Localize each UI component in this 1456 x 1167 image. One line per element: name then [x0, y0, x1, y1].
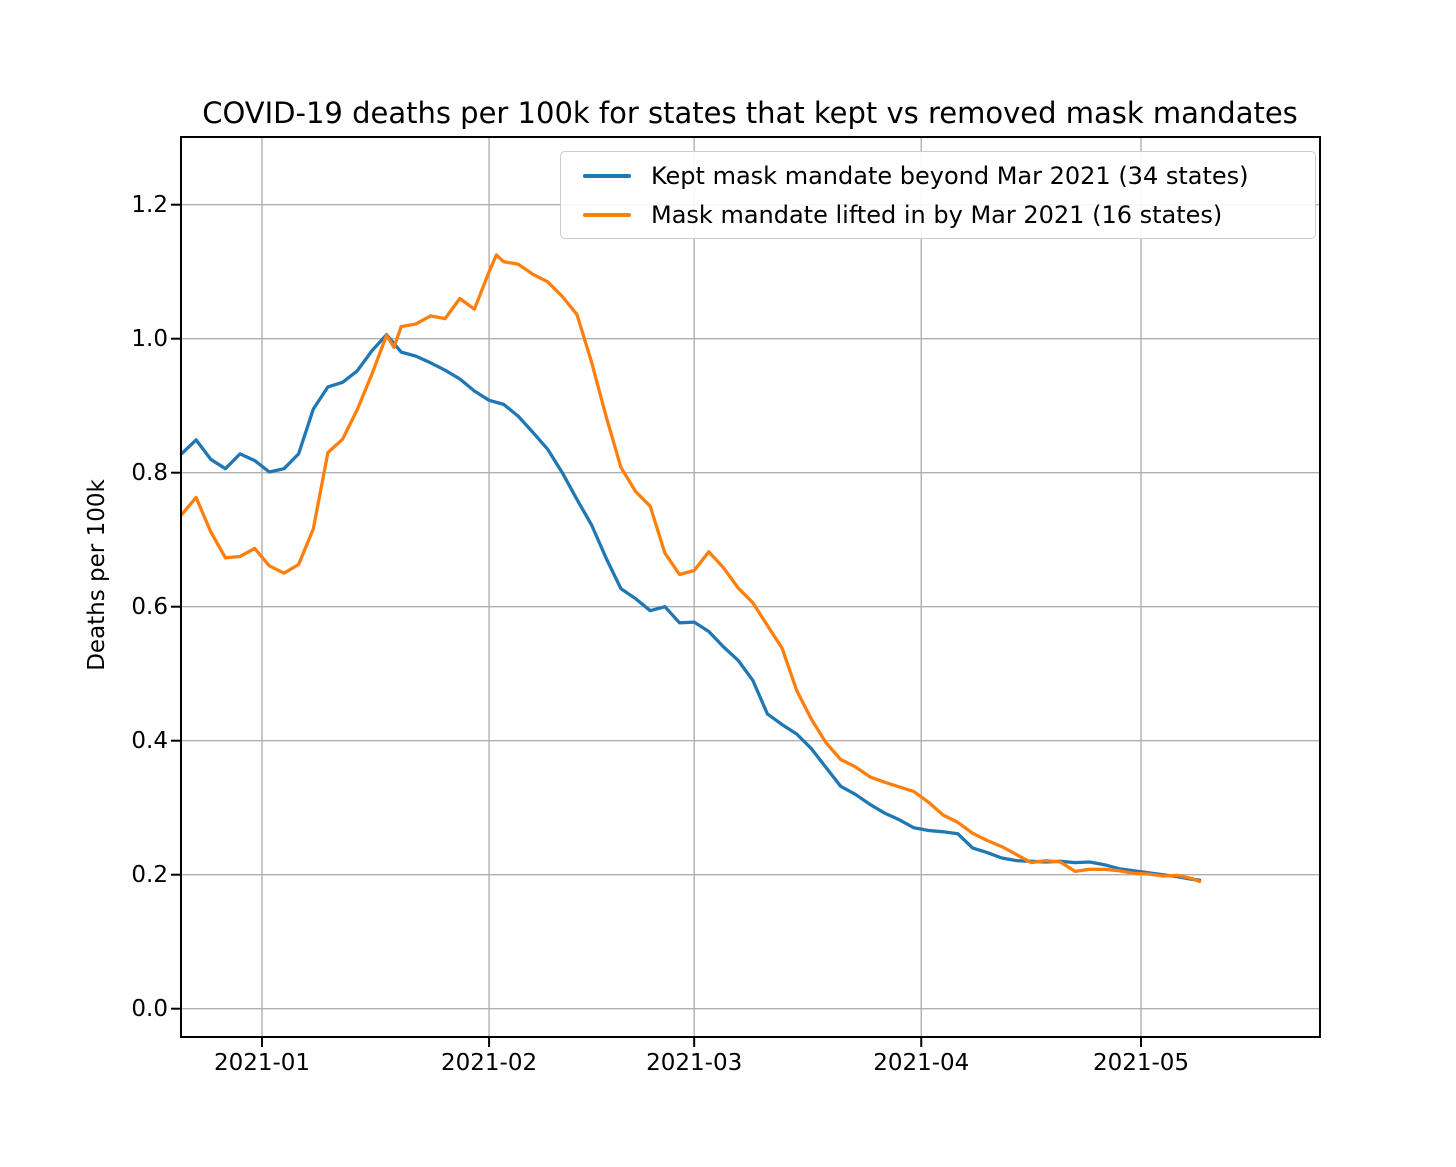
y-tick-label: 0.4 [131, 727, 168, 754]
x-tick-label: 2021-01 [213, 1050, 311, 1076]
y-tick-label: 0.2 [131, 861, 168, 888]
legend-label-kept: Kept mask mandate beyond Mar 2021 (34 st… [651, 161, 1249, 190]
y-tick-label: 0.6 [131, 593, 168, 620]
legend: Kept mask mandate beyond Mar 2021 (34 st… [560, 151, 1316, 239]
x-tick-label: 2021-02 [441, 1050, 538, 1076]
legend-item-lifted: Mask mandate lifted in by Mar 2021 (16 s… [561, 200, 1315, 230]
y-tick-label: 0.0 [131, 995, 168, 1022]
lifted-line-swatch [583, 212, 631, 217]
x-tick-label: 2021-05 [1092, 1050, 1190, 1076]
legend-item-kept: Kept mask mandate beyond Mar 2021 (34 st… [561, 161, 1315, 191]
kept-line-swatch [583, 173, 631, 178]
y-axis-label: Deaths per 100k [84, 479, 110, 671]
x-tick-label: 2021-04 [873, 1050, 970, 1076]
axes-frame [180, 136, 1321, 1038]
y-tick-label: 1.0 [131, 325, 168, 352]
x-tick-label: 2021-03 [646, 1050, 743, 1076]
lifted-mandate-line [179, 253, 1202, 884]
y-tick-label: 1.2 [131, 191, 168, 218]
y-tick-label: 0.8 [131, 459, 168, 486]
chart-title: COVID-19 deaths per 100k for states that… [202, 96, 1298, 130]
legend-label-lifted: Mask mandate lifted in by Mar 2021 (16 s… [651, 200, 1223, 229]
